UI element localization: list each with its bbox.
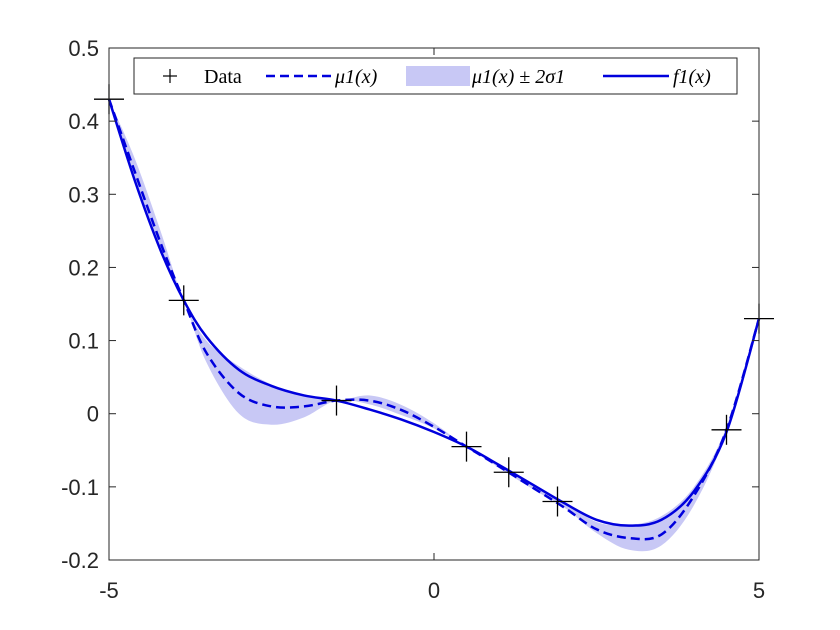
y-tick-label: 0.3 bbox=[68, 182, 99, 207]
x-tick-label: 5 bbox=[753, 578, 765, 603]
y-tick-label: -0.2 bbox=[61, 548, 99, 573]
legend-label-band: μ1(x) ± 2σ1 bbox=[471, 66, 565, 88]
tick-layer: -5 0 5 -0.2 -0.1 0 0.1 0.2 0.3 0.4 0.5 bbox=[61, 36, 765, 603]
legend-label-data: Data bbox=[204, 66, 242, 88]
legend-item-mean: μ1(x) bbox=[266, 66, 378, 88]
y-tick-label: 0.2 bbox=[68, 255, 99, 280]
f1-line bbox=[107, 98, 761, 527]
line-layer bbox=[107, 98, 761, 541]
data-point bbox=[451, 431, 482, 462]
legend-item-band: μ1(x) ± 2σ1 bbox=[406, 66, 565, 88]
data-point bbox=[168, 285, 199, 316]
data-point bbox=[493, 457, 524, 488]
x-tick-label: -5 bbox=[99, 578, 119, 603]
data-point bbox=[711, 414, 742, 445]
legend-item-data: Data bbox=[163, 66, 242, 88]
legend-label-mean: μ1(x) bbox=[334, 66, 378, 88]
data-point bbox=[321, 385, 352, 416]
y-tick-label: 0.5 bbox=[68, 36, 99, 61]
legend-item-f1: f1(x) bbox=[603, 66, 711, 88]
data-point bbox=[542, 486, 573, 517]
legend-label-f1: f1(x) bbox=[673, 66, 711, 88]
x-tick-label: 0 bbox=[428, 578, 440, 603]
y-tick-label: -0.1 bbox=[61, 475, 99, 500]
legend-band-swatch bbox=[406, 66, 470, 86]
legend: Data μ1(x) μ1(x) ± 2σ1 f1(x) bbox=[133, 57, 738, 95]
y-tick-label: 0 bbox=[87, 402, 99, 427]
y-tick-label: 0.1 bbox=[68, 329, 99, 354]
y-tick-label: 0.4 bbox=[68, 109, 99, 134]
